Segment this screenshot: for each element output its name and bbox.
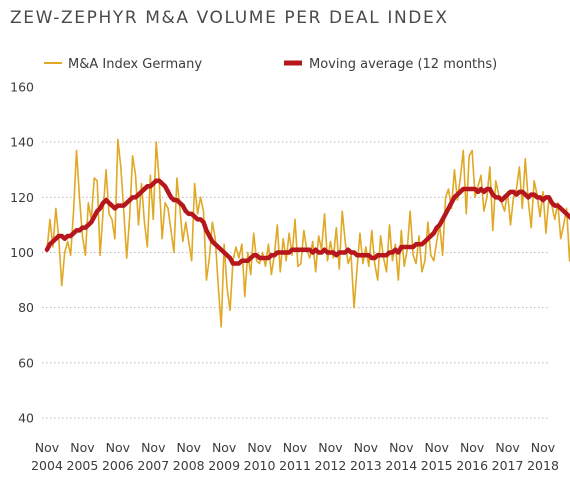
x-tick-month: Nov	[495, 440, 520, 455]
x-tick-month: Nov	[389, 440, 414, 455]
x-tick-month: Nov	[35, 440, 60, 455]
x-tick-month: Nov	[460, 440, 485, 455]
chart-title: ZEW-ZEPHYR M&A VOLUME PER DEAL INDEX	[10, 8, 449, 28]
y-axis-ticks: 40 60 80 100 120 140 160	[10, 80, 34, 426]
x-tick-year: 2004	[31, 458, 63, 473]
x-tick-month: Nov	[318, 440, 343, 455]
series-line-moving-average	[44, 178, 570, 266]
x-tick-year: 2018	[527, 458, 559, 473]
y-tick-label: 60	[18, 355, 34, 370]
legend-label-moving-average: Moving average (12 months)	[309, 57, 497, 72]
x-tick-year: 2016	[456, 458, 488, 473]
x-tick-year: 2015	[421, 458, 453, 473]
series-lines	[44, 138, 570, 328]
x-tick-month: Nov	[425, 440, 450, 455]
x-tick-year: 2012	[315, 458, 347, 473]
x-tick-month: Nov	[247, 440, 272, 455]
x-tick-month: Nov	[531, 440, 556, 455]
y-tick-label: 80	[18, 300, 34, 315]
y-tick-label: 160	[10, 80, 34, 95]
y-tick-label: 140	[10, 135, 34, 150]
gridlines	[42, 141, 548, 419]
x-tick-month: Nov	[283, 440, 308, 455]
x-tick-month: Nov	[177, 440, 202, 455]
x-tick-year: 2005	[67, 458, 99, 473]
legend: M&A Index Germany Moving average (12 mon…	[44, 57, 497, 72]
y-tick-label: 40	[18, 411, 34, 426]
x-tick-year: 2011	[279, 458, 311, 473]
x-tick-year: 2017	[492, 458, 524, 473]
series-line-ma-index-germany	[46, 138, 570, 328]
x-axis-ticks: Nov 2004 Nov 2005 Nov 2006 Nov 2007 Nov 2008 Nov 20…	[31, 440, 559, 473]
x-tick-month: Nov	[106, 440, 131, 455]
y-tick-label: 120	[10, 190, 34, 205]
x-tick-year: 2013	[350, 458, 382, 473]
x-tick-month: Nov	[212, 440, 237, 455]
legend-label-index: M&A Index Germany	[68, 57, 202, 72]
x-tick-month: Nov	[70, 440, 95, 455]
x-tick-year: 2007	[137, 458, 169, 473]
x-tick-year: 2009	[208, 458, 240, 473]
x-tick-month: Nov	[141, 440, 166, 455]
x-tick-month: Nov	[354, 440, 379, 455]
x-tick-year: 2014	[385, 458, 417, 473]
y-tick-label: 100	[10, 245, 34, 260]
x-tick-year: 2008	[173, 458, 205, 473]
x-tick-year: 2006	[102, 458, 134, 473]
x-tick-year: 2010	[244, 458, 276, 473]
